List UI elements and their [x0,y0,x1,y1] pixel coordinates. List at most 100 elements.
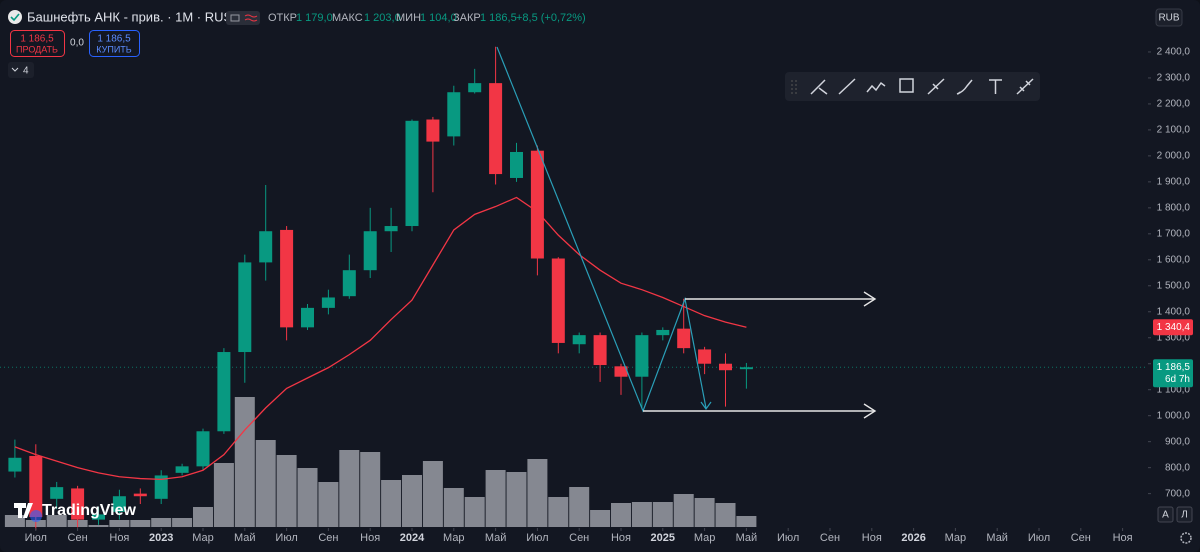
volume-bar [234,397,255,527]
volume-bar [360,452,381,527]
volume-bar [631,502,652,527]
currency: RUB [1158,13,1179,24]
indicators-toggle[interactable] [8,62,34,78]
tool-icon[interactable] [989,79,1002,94]
x-tick-label: Мар [694,532,716,544]
candle-body [196,431,210,467]
candle-body [384,226,398,232]
arrow-head [863,403,877,419]
x-tick-label: Июл [526,532,548,544]
candle-body [739,367,753,370]
volume-bar [736,516,757,527]
symbol-icon-mark [10,13,20,22]
volume-bar [569,487,590,527]
volume-bar [381,480,402,527]
x-tick-label: Сен [1071,532,1091,544]
volume-bar [652,502,673,527]
x-tick-label: Сен [820,532,840,544]
tool-icon[interactable] [1016,78,1034,95]
scale-button-label: A [1162,510,1169,521]
y-tick-label: 2 200,0 [1157,99,1191,110]
y-tick-label: 1 300,0 [1157,332,1191,343]
volume-bar [443,488,464,527]
candle-body [405,120,419,227]
logo-badge [30,510,42,522]
y-tick-label: 2 000,0 [1157,151,1191,162]
volume-bar [590,510,611,527]
x-tick-label: Июл [1028,532,1050,544]
volume-bar [485,470,506,527]
volume-bar [422,461,443,527]
arrow-head [863,291,877,307]
x-tick-label: 2025 [651,532,675,544]
scale-button[interactable] [1157,506,1174,523]
volume-bar [548,497,569,527]
y-tick-label: 1 900,0 [1157,177,1191,188]
y-tick-label: 900,0 [1165,436,1190,447]
ohlc-label: ОТКР [268,12,297,24]
candle-body [8,457,22,472]
candle-body [29,455,43,518]
y-tick-label: 1 600,0 [1157,254,1191,265]
candle-body [551,258,565,343]
candle-body [677,328,691,349]
candle-body [698,349,712,364]
volume-bar [46,515,67,527]
icon [244,14,258,22]
y-tick-label: 1 800,0 [1157,202,1191,213]
settings-icon[interactable] [1180,532,1192,544]
y-tick-label: 1 100,0 [1157,384,1191,395]
candle-body [593,335,607,366]
icon [230,14,240,22]
y-tick-label: 2 100,0 [1157,125,1191,136]
x-tick-label: Ноя [109,532,129,544]
price-label-box [1153,319,1193,336]
x-tick-label: Июл [777,532,799,544]
x-tick-label: Сен [68,532,88,544]
sell-label: ПРОДАТЬ [16,44,58,54]
volume-bar [213,463,234,527]
sell-button[interactable] [10,30,65,57]
tool-icon[interactable] [810,79,828,95]
candle-body [426,119,440,142]
volume-bar [506,472,527,527]
candle-body [71,488,85,520]
x-tick-label: Май [234,532,256,544]
x-tick-label: Ноя [611,532,631,544]
candle-body [468,83,482,93]
buy-button[interactable] [89,30,140,57]
volume-bar [109,520,130,527]
scale-button[interactable] [1176,506,1193,523]
buy-label: КУПИТЬ [96,44,131,54]
candle-body [342,270,356,297]
volume-bar [694,498,715,527]
price-label: 1 340,4 [1157,322,1191,333]
candle-body [447,92,461,137]
currency-button[interactable] [1155,8,1183,27]
tool-icon[interactable] [956,79,973,95]
tool-icon[interactable] [927,78,945,95]
volume-bar [151,518,172,527]
candle-body [133,493,147,497]
volume-bar [276,455,297,527]
x-tick-label: Июл [25,532,47,544]
x-tick-label: Ноя [862,532,882,544]
tool-icon[interactable] [899,78,914,93]
x-tick-label: Ноя [360,532,380,544]
moving-average [14,196,747,480]
candle-body [112,496,126,512]
candle-body [656,329,670,336]
x-tick-label: Июл [275,532,297,544]
buy-price: 1 186,5 [97,34,131,45]
volume-bar [402,475,422,527]
x-tick-label: Сен [569,532,589,544]
volume-bar [339,450,360,527]
drawings [496,46,877,419]
tool-icon[interactable] [866,81,886,93]
candle-body [510,151,523,178]
candle-body [154,475,168,499]
x-tick-label: Мар [945,532,967,544]
tool-icon[interactable] [838,78,856,95]
